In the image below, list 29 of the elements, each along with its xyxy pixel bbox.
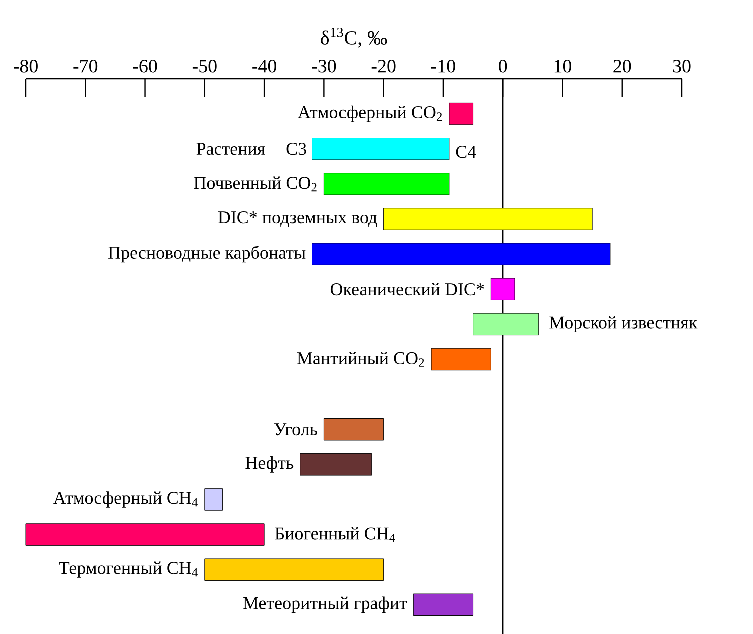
y-tick-label: Атмосферный CH$_{4}$ xyxy=(54,492,198,508)
x-tick-label: 20 xyxy=(614,60,632,73)
x-tick-label: -70 xyxy=(74,60,98,73)
y-tick-label: Нефть xyxy=(246,456,294,473)
annotation: C4 xyxy=(456,146,476,158)
y-tick-label: Мантийный CO$_{2}$ xyxy=(297,352,424,367)
y-tick-label: Атмосферный CO$_{2}$ xyxy=(298,106,442,122)
y-tick-label: Растения xyxy=(196,143,266,156)
y-tick-label: Океанический DIC* xyxy=(330,283,484,296)
y-tick-label: Пресноводные карбонаты xyxy=(108,246,306,263)
y-tick-label: Биогенный CH$_{4}$ xyxy=(275,527,396,542)
x-tick-label: 30 xyxy=(673,60,691,73)
y-tick-label: Почвенный CO$_{2}$ xyxy=(194,176,317,192)
x-axis-title: δ$^{13}$C, ‰ xyxy=(321,28,388,48)
x-tick-label: -10 xyxy=(432,60,456,73)
x-tick-label: -50 xyxy=(192,60,217,73)
y-tick-label: Уголь xyxy=(274,424,318,436)
x-tick-label: 0 xyxy=(499,60,508,73)
x-tick-label: -40 xyxy=(252,60,276,73)
x-tick-label: -20 xyxy=(372,60,396,73)
x-tick-label: -80 xyxy=(14,60,38,73)
x-tick-label: -60 xyxy=(133,60,158,73)
x-tick-label: 10 xyxy=(554,60,572,73)
annotation: C3 xyxy=(286,143,306,156)
y-tick-label: Термогенный CH$_{4}$ xyxy=(59,562,198,578)
x-tick-label: -30 xyxy=(312,60,336,73)
y-tick-label: DIC* подземных вод xyxy=(218,212,378,227)
y-tick-label: Метеоритный графит xyxy=(243,596,408,614)
y-tick-label: Морской известняк xyxy=(550,316,698,332)
